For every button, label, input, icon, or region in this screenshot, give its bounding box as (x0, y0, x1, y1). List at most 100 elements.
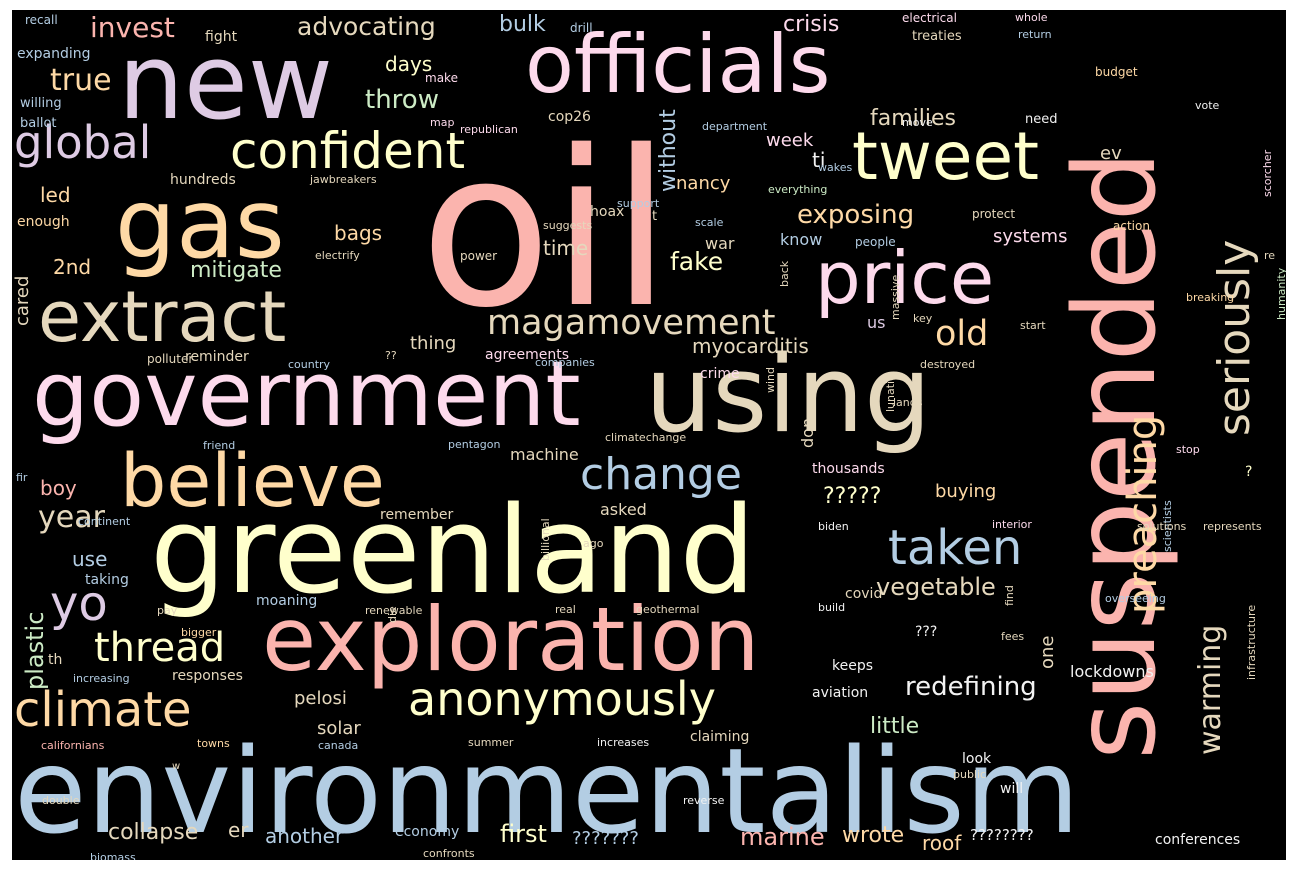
word-29: exposing (797, 200, 915, 230)
word-168: towns (197, 737, 230, 750)
word-31: advocating (297, 12, 436, 41)
word-133: re (1264, 249, 1276, 262)
word-4: using (645, 333, 932, 456)
word-11: extract (38, 276, 287, 358)
word-34: families (870, 106, 956, 131)
word-97: enough (17, 214, 70, 230)
word-162: die (386, 606, 399, 623)
word-130: start (1020, 319, 1046, 332)
word-166: increasing (73, 672, 130, 685)
word-86: aviation (812, 685, 869, 701)
word-65: led (40, 183, 71, 207)
word-102: recall (25, 13, 58, 27)
word-27: redefining (905, 672, 1037, 702)
word-178: ???????? (970, 826, 1034, 844)
word-165: build (818, 601, 846, 614)
word-111: budget (1095, 65, 1138, 79)
word-42: days (385, 52, 433, 76)
word-70: thing (410, 333, 457, 354)
word-113: need (1025, 112, 1058, 127)
word-18: taken (888, 520, 1023, 576)
word-117: wakes (818, 161, 853, 174)
word-77: asked (600, 500, 647, 519)
word-76: machine (510, 445, 579, 464)
word-14: confident (230, 122, 466, 180)
word-68: war (705, 234, 735, 253)
word-23: thread (94, 625, 226, 671)
word-63: use (72, 547, 108, 571)
word-64: boy (40, 476, 77, 500)
word-114: move (902, 116, 933, 129)
word-172: double (42, 794, 80, 807)
word-82: economy (395, 824, 460, 840)
word-46: week (766, 130, 814, 151)
word-154: represents (1203, 520, 1262, 533)
word-181: ??? (915, 624, 938, 640)
word-131: breaking (1186, 291, 1235, 304)
word-174: reverse (683, 794, 725, 807)
word-173: w (172, 761, 181, 772)
word-78: claiming (690, 729, 750, 745)
word-96: hundreds (170, 172, 236, 188)
word-39: true (50, 63, 112, 98)
word-84: moaning (256, 593, 318, 609)
word-182: ?? (385, 349, 397, 362)
word-175: public (953, 768, 987, 781)
word-3: government (32, 342, 581, 447)
word-119: support (617, 197, 660, 210)
word-35: crisis (783, 12, 840, 37)
word-128: massive (889, 274, 902, 320)
word-81: conferences (1155, 832, 1241, 848)
word-142: friend (203, 439, 236, 452)
word-183: ? (1245, 464, 1253, 480)
word-116: everything (768, 183, 828, 196)
word-15: global (14, 116, 152, 169)
word-66: cared (12, 275, 33, 326)
word-171: increases (597, 736, 650, 749)
word-13: tweet (852, 118, 1039, 195)
word-103: drill (570, 21, 593, 35)
word-12: price (815, 236, 995, 320)
word-50: systems (993, 226, 1068, 247)
word-161: renewable (365, 604, 423, 617)
word-101: ballot (20, 116, 57, 131)
word-129: key (913, 312, 933, 325)
word-135: polluter (147, 352, 194, 366)
word-92: th (48, 652, 63, 668)
word-169: canada (318, 739, 359, 752)
word-123: action (1113, 219, 1150, 233)
word-110: treaties (912, 29, 962, 44)
word-93: cop26 (548, 109, 591, 125)
word-170: summer (468, 736, 514, 749)
word-107: electrical (902, 11, 957, 25)
word-126: electrify (315, 249, 360, 262)
word-85: responses (172, 668, 243, 684)
word-49: nancy (676, 173, 731, 194)
word-26: year (38, 500, 105, 535)
word-89: look (962, 751, 992, 767)
word-55: pelosi (294, 688, 347, 709)
word-144: climatechange (605, 431, 687, 444)
word-6: new (118, 21, 333, 143)
word-124: people (855, 235, 896, 249)
word-163: real (555, 603, 576, 616)
word-160: bigger (181, 626, 217, 639)
word-5: officials (525, 18, 831, 111)
word-122: protect (972, 207, 1016, 221)
word-1: environmentalism (14, 722, 1080, 860)
word-91: taking (85, 572, 129, 588)
word-37: mitigate (190, 258, 282, 283)
word-115: department (702, 120, 768, 133)
word-51: buying (935, 481, 997, 502)
word-53: little (870, 714, 920, 739)
word-21: seriously (1209, 239, 1260, 436)
word-179: ??????? (572, 828, 639, 849)
word-56: another (265, 824, 344, 848)
word-72: lockdowns (1070, 662, 1154, 681)
word-151: interior (992, 518, 1032, 531)
word-69: ev (1100, 143, 1122, 164)
word-147: continent (78, 515, 131, 528)
word-79: reminder (185, 349, 249, 365)
word-121: scale (695, 216, 724, 229)
word-176: biomass (90, 851, 136, 860)
